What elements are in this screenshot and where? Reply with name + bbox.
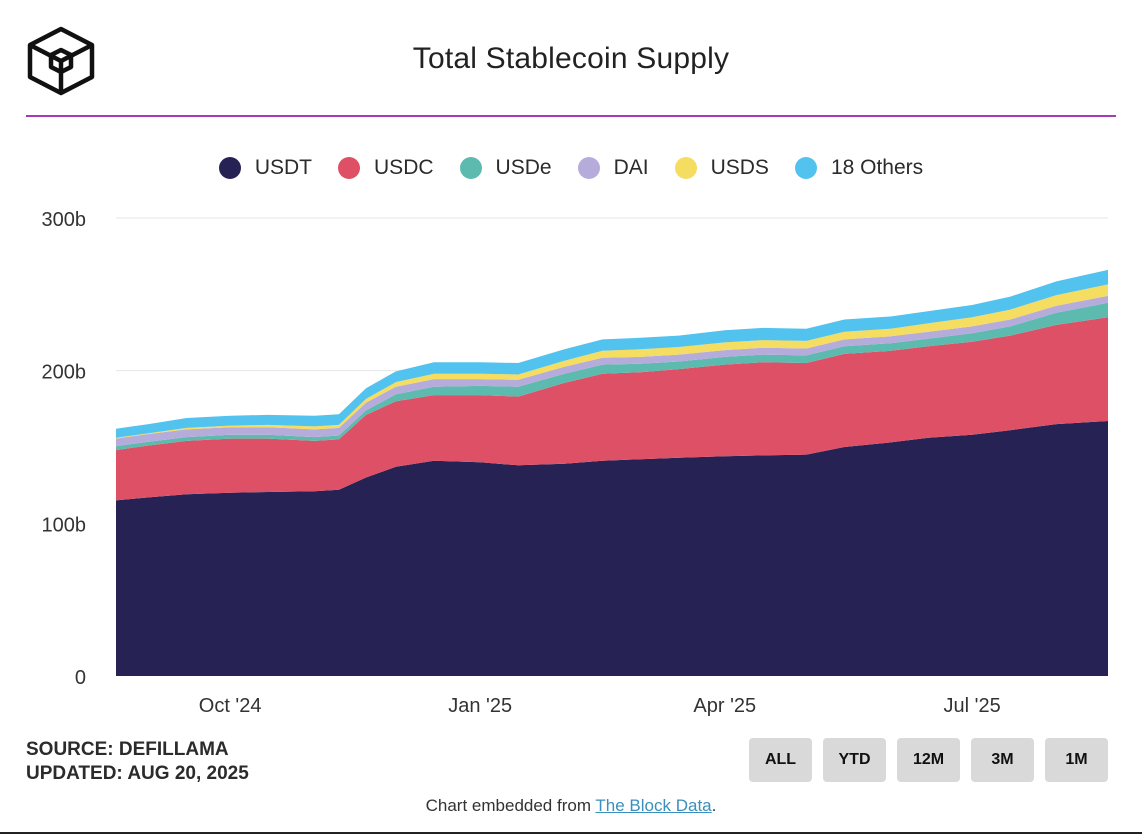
- chart-title: Total Stablecoin Supply: [412, 42, 730, 75]
- area-dai[interactable]: [116, 295, 1108, 447]
- legend-item-usds[interactable]: USDS: [674, 156, 769, 180]
- y-tick-label: 200b: [42, 362, 87, 384]
- range-3m-button[interactable]: 3M: [971, 738, 1034, 782]
- y-axis-ticks: 0 100b 200b 300b: [42, 209, 87, 689]
- range-selector: ALL YTD 12M 3M 1M: [749, 738, 1108, 782]
- updated-label: UPDATED: AUG 20, 2025: [26, 763, 249, 784]
- range-1m-button[interactable]: 1M: [1045, 738, 1108, 782]
- x-tick-label: Jul '25: [944, 695, 1001, 717]
- header-divider: [26, 115, 1116, 117]
- x-tick-label: Apr '25: [693, 695, 756, 717]
- bottom-border: [0, 832, 1142, 834]
- source-label: SOURCE: DEFILLAMA: [26, 739, 229, 760]
- legend-swatch-usde: [459, 157, 482, 179]
- area-18-others[interactable]: [116, 269, 1108, 438]
- the-block-logo: [27, 26, 95, 96]
- legend-swatch-others: [794, 157, 817, 179]
- legend-item-usdt[interactable]: USDT: [218, 156, 313, 180]
- embed-note: Chart embedded from The Block Data.: [0, 796, 1142, 816]
- range-all-button[interactable]: ALL: [749, 738, 812, 782]
- y-tick-label: 0: [75, 667, 86, 689]
- source-note: SOURCE: DEFILLAMA UPDATED: AUG 20, 2025: [26, 738, 249, 786]
- legend-label-usdc: USDC: [374, 156, 434, 179]
- legend-item-dai[interactable]: DAI: [577, 156, 649, 180]
- legend-swatch-usdt: [218, 157, 241, 179]
- area-usdc[interactable]: [116, 317, 1108, 501]
- legend-label-others: 18 Others: [830, 156, 924, 179]
- embed-suffix: .: [711, 796, 717, 815]
- legend-swatch-usdc: [338, 157, 361, 179]
- stacked-area-chart[interactable]: 0 100b 200b 300b Oct '24 Jan '25 Apr '25 Jul '…: [0, 0, 1142, 730]
- legend-item-others[interactable]: 18 Others: [794, 156, 924, 180]
- legend-swatch-usds: [674, 157, 697, 179]
- range-ytd-button[interactable]: YTD: [823, 738, 886, 782]
- area-usde[interactable]: [116, 302, 1108, 451]
- legend-label-dai: DAI: [613, 156, 649, 179]
- x-tick-label: Jan '25: [448, 695, 512, 717]
- x-axis-ticks: Oct '24 Jan '25 Apr '25 Jul '25: [199, 695, 1001, 717]
- chart-legend: USDT USDC USDe DAI USDS 18 Others: [0, 156, 1142, 180]
- embed-prefix: Chart embedded from: [425, 796, 596, 815]
- legend-label-usde: USDe: [495, 156, 552, 179]
- legend-item-usde[interactable]: USDe: [459, 156, 552, 180]
- legend-swatch-dai: [577, 157, 600, 179]
- y-tick-label: 100b: [42, 514, 87, 536]
- legend-item-usdc[interactable]: USDC: [338, 156, 434, 180]
- legend-label-usdt: USDT: [254, 156, 313, 179]
- area-series: [116, 269, 1108, 676]
- x-tick-label: Oct '24: [199, 695, 262, 717]
- the-block-data-link[interactable]: The Block Data: [595, 796, 712, 815]
- legend-label-usds: USDS: [710, 156, 769, 179]
- area-usdt[interactable]: [116, 421, 1108, 676]
- range-12m-button[interactable]: 12M: [897, 738, 960, 782]
- y-tick-label: 300b: [42, 209, 87, 231]
